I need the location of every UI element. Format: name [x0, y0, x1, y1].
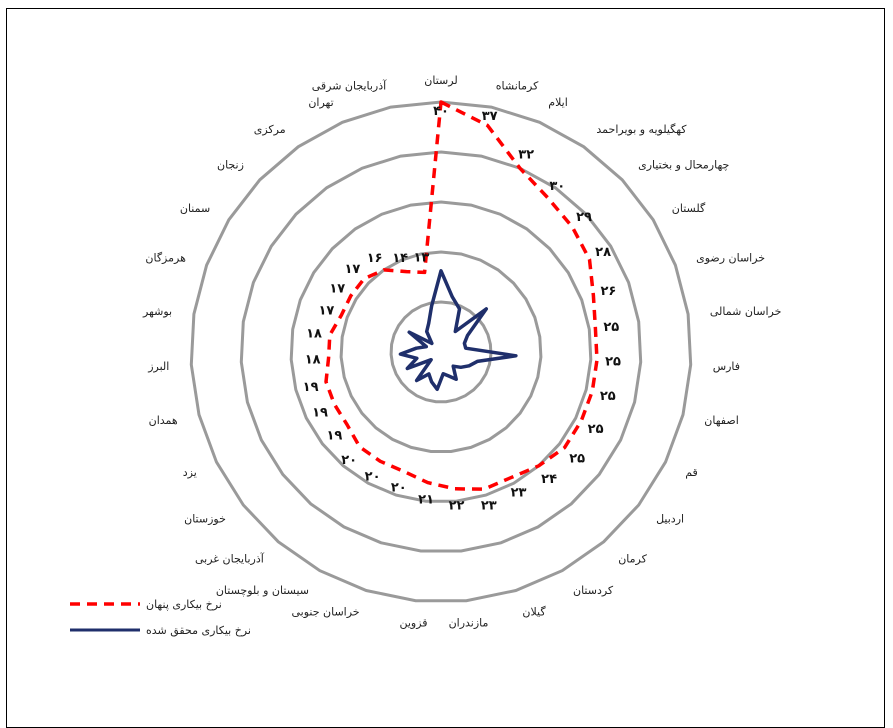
category-label: قزوین	[399, 617, 427, 630]
data-label: ۲۵	[603, 320, 619, 335]
category-label: سیستان و بلوچستان	[216, 584, 309, 597]
data-label: ۲۰	[365, 469, 381, 484]
category-label: لرستان	[424, 74, 457, 87]
category-label: کردستان	[573, 584, 614, 597]
category-label: بوشهر	[142, 305, 172, 318]
grid-ring-2	[339, 250, 543, 453]
data-label: ۲۶	[600, 284, 616, 299]
data-label: ۲۳	[481, 498, 497, 513]
data-label: ۲۳	[511, 486, 527, 501]
data-label: ۲۰	[341, 453, 357, 468]
data-label: ۱۷	[329, 281, 345, 296]
data-label: ۱۷	[344, 262, 360, 277]
category-label: کهگیلویه و بویراحمد	[596, 123, 687, 136]
legend-label-realized: نرخ بیکاری محقق شده	[146, 624, 251, 638]
category-label: همدان	[149, 414, 178, 427]
category-label: ایلام	[548, 96, 568, 109]
data-label: ۲۵	[569, 451, 585, 466]
data-label: ۳۰	[549, 179, 565, 194]
category-label: هرمزگان	[145, 252, 186, 265]
data-label: ۲۰	[391, 481, 407, 496]
legend-label-hidden: نرخ بیکاری پنهان	[146, 598, 222, 611]
grid-ring-1	[389, 300, 493, 404]
category-label: خراسان رضوی	[696, 252, 765, 265]
data-label: ۲۲	[449, 499, 465, 514]
category-label: اصفهان	[704, 414, 738, 427]
data-label: ۳۷	[482, 109, 498, 124]
category-label: خوزستان	[184, 513, 226, 526]
series-line-1	[398, 269, 518, 392]
category-label: خراسان شمالی	[710, 305, 782, 318]
radar-chart: لرستان کرمانشاه ایلام کهگیلویه و بویراحمد چه…	[70, 74, 782, 638]
data-label: ۲۱	[418, 493, 434, 508]
category-label: سمنان	[180, 202, 210, 215]
category-label: آذربایجان شرقی	[312, 79, 387, 93]
category-label: کرمان	[618, 552, 647, 565]
data-label: ۱۸	[306, 327, 322, 342]
data-label: ۲۵	[600, 389, 616, 404]
category-label: گیلان	[522, 606, 546, 619]
category-label: یزد	[183, 466, 197, 479]
data-label: ۳۲	[518, 148, 534, 163]
category-label: خراسان جنوبی	[291, 606, 359, 619]
data-label: ۱۹	[303, 380, 319, 395]
category-label: قم	[685, 466, 698, 479]
category-label: کرمانشاه	[496, 80, 539, 93]
data-label: ۲۵	[588, 422, 604, 437]
data-label: ۱۹	[326, 429, 342, 444]
category-label: مرکزی	[254, 123, 286, 136]
data-label: ۲۸	[595, 245, 611, 260]
category-label: گلستان	[672, 202, 706, 215]
data-label: ۱۹	[312, 405, 328, 420]
category-label: البرز	[147, 360, 169, 373]
category-label: فارس	[713, 360, 740, 373]
series-line-0	[324, 100, 599, 491]
data-label: ۱۳	[413, 251, 429, 266]
data-label: ۴۰	[433, 104, 449, 119]
grid-ring-3	[289, 200, 593, 503]
category-label: زنجان	[217, 159, 244, 172]
grid-ring-5	[189, 100, 693, 603]
data-label: ۲۴	[541, 472, 557, 487]
data-label: ۱۶	[367, 251, 383, 266]
category-label: تهران	[308, 96, 333, 109]
data-label: ۲۵	[605, 355, 621, 370]
data-label: ۲۹	[576, 210, 592, 225]
category-label: چهارمحال و بختیاری	[638, 159, 729, 172]
data-label: ۱۸	[305, 353, 321, 368]
category-label: مازندران	[449, 617, 489, 630]
data-label: ۱۴	[392, 251, 408, 266]
grid-ring-4	[239, 150, 643, 553]
data-label: ۱۷	[318, 304, 334, 319]
category-label: آذربایجان غربی	[195, 551, 265, 565]
category-label: اردبیل	[656, 513, 684, 526]
